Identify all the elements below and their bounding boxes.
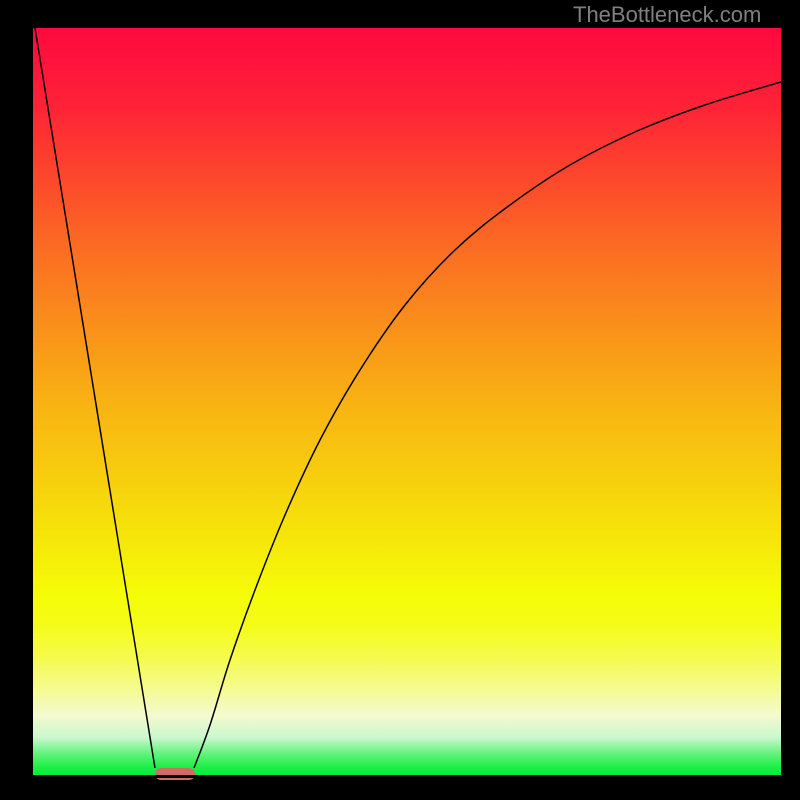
y-axis [30, 28, 33, 778]
plot-background [33, 28, 781, 775]
chart-svg [0, 0, 800, 800]
chart-container: TheBottleneck.com [0, 0, 800, 800]
x-axis [33, 775, 785, 778]
watermark-text: TheBottleneck.com [573, 2, 761, 28]
minimum-marker [155, 768, 195, 780]
